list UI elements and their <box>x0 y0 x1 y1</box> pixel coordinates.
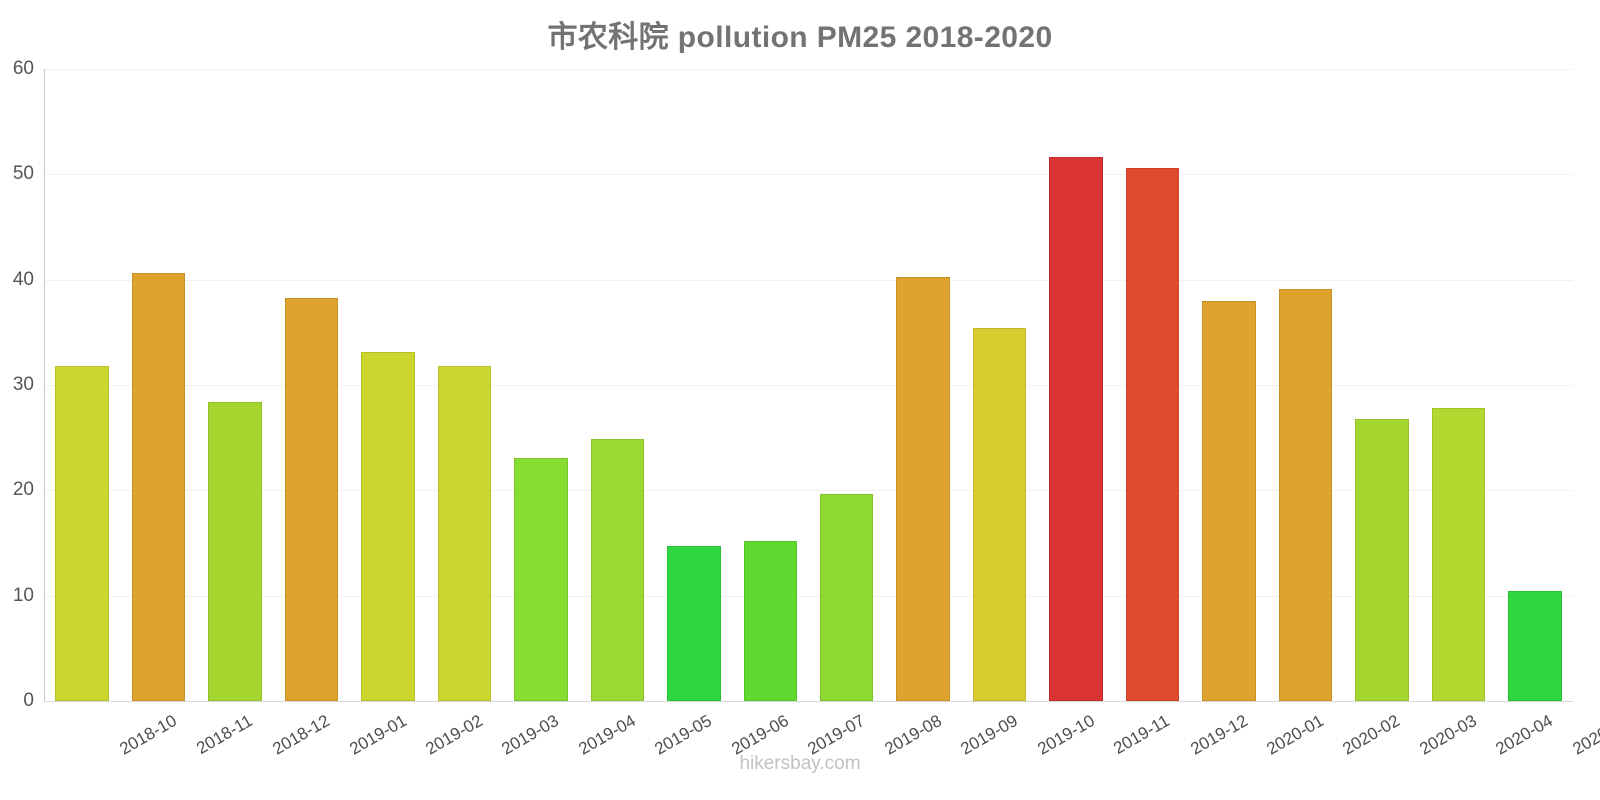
bar[interactable] <box>1049 157 1103 701</box>
x-axis-tick-labels: 2018-10 2018-11 2018-12 2019-01 2019-02 2019-… <box>44 701 1600 800</box>
gridline-60 <box>44 69 1573 70</box>
bar[interactable] <box>1125 168 1180 701</box>
bar[interactable] <box>437 366 492 701</box>
bar[interactable] <box>1202 300 1256 701</box>
gridline-20 <box>44 490 1573 492</box>
plot-area <box>44 69 1573 702</box>
y-tick-label: 20 <box>12 479 34 501</box>
bar[interactable] <box>1355 418 1409 701</box>
bar[interactable] <box>1431 408 1486 701</box>
bar[interactable] <box>514 457 568 701</box>
watermark-label: hikersbay.com <box>739 753 861 774</box>
bar[interactable] <box>972 328 1027 701</box>
gridline-10 <box>44 595 1573 597</box>
gridline-30 <box>44 385 1573 386</box>
bar[interactable] <box>284 297 339 701</box>
bar[interactable] <box>590 438 645 701</box>
gridline-0 <box>44 701 1573 702</box>
bar[interactable] <box>819 493 874 701</box>
x-tick-label: 2018-11 <box>192 711 256 759</box>
bar[interactable] <box>361 352 415 701</box>
bar[interactable] <box>667 546 721 701</box>
chart-title: 市农科院 pollution PM25 2018-2020 <box>547 21 1053 54</box>
bar[interactable] <box>131 273 186 701</box>
y-tick-label: 60 <box>12 58 34 79</box>
x-tick-label: 2019-11 <box>1110 711 1173 759</box>
y-tick-label: 0 <box>23 690 34 711</box>
gridline-50 <box>44 174 1573 176</box>
y-axis-line <box>44 69 45 701</box>
y-tick-label: 50 <box>12 163 34 185</box>
bar[interactable] <box>896 276 950 701</box>
bar[interactable] <box>1508 591 1562 701</box>
bar[interactable] <box>208 401 262 701</box>
bars-layer <box>44 69 1573 701</box>
y-tick-label: 30 <box>12 374 34 395</box>
bar[interactable] <box>55 366 109 701</box>
y-tick-label: 40 <box>12 268 34 290</box>
bar[interactable] <box>743 540 798 701</box>
y-tick-label: 10 <box>12 584 34 606</box>
gridline-40 <box>44 279 1573 281</box>
bar[interactable] <box>1278 289 1333 701</box>
